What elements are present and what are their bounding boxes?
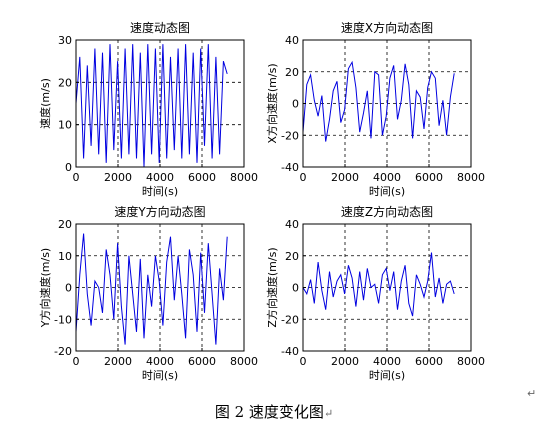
y-tick-label: -20 xyxy=(54,345,72,358)
chart-title: 速度Z方向动态图 xyxy=(341,204,433,219)
y-tick-label: 20 xyxy=(58,76,72,89)
x-axis-label: 时间(s) xyxy=(369,185,405,198)
x-tick-label: 0 xyxy=(73,171,80,184)
y-tick-label: -40 xyxy=(281,161,299,174)
x-axis-label: 时间(s) xyxy=(369,369,405,382)
figure-caption: 图 2 速度变化图↵ xyxy=(0,401,548,422)
y-tick-label: -10 xyxy=(54,313,72,326)
chart-panel-2: 0 2000 4000 6000 8000 -40 -20 0 20 40 速度X方向动态图时间(s… xyxy=(265,20,485,198)
y-tick-label: 0 xyxy=(65,161,72,174)
y-tick-label: -20 xyxy=(281,313,299,326)
y-axis-label: Z方向速度(m/s) xyxy=(265,247,279,327)
chart-panel-4: 0 2000 4000 6000 8000 -40 -20 0 20 40 速度Z方向动态图时间(s… xyxy=(265,204,485,382)
series-line-1 xyxy=(302,252,455,317)
x-tick-label: 4000 xyxy=(146,355,174,368)
x-tick-label: 6000 xyxy=(188,171,216,184)
caption-mark: ↵ xyxy=(323,407,334,420)
y-axis-label: Y方向速度(m/s) xyxy=(38,248,52,328)
end-mark: ↵ xyxy=(527,387,537,400)
chart-title: 速度X方向动态图 xyxy=(341,20,433,35)
caption-text: 图 2 速度变化图 xyxy=(214,403,324,421)
x-tick-label: 2000 xyxy=(104,355,132,368)
x-tick-label: 4000 xyxy=(146,171,174,184)
x-tick-label: 2000 xyxy=(331,355,359,368)
y-tick-label: 10 xyxy=(58,119,72,132)
x-tick-label: 0 xyxy=(73,355,80,368)
y-tick-label: 10 xyxy=(58,250,72,263)
y-tick-label: 20 xyxy=(285,66,299,79)
series-line-1 xyxy=(75,44,228,168)
x-tick-label: 0 xyxy=(300,355,307,368)
y-tick-label: 0 xyxy=(65,282,72,295)
x-tick-label: 6000 xyxy=(188,355,216,368)
chart-title: 速度Y方向动态图 xyxy=(114,204,205,219)
y-tick-label: 20 xyxy=(285,250,299,263)
x-axis-label: 时间(s) xyxy=(142,369,178,382)
y-axis-label: X方向速度(m/s) xyxy=(265,63,279,143)
x-axis-label: 时间(s) xyxy=(142,185,178,198)
x-tick-label: 8000 xyxy=(230,355,258,368)
chart-title: 速度动态图 xyxy=(130,20,190,35)
x-tick-label: 8000 xyxy=(457,171,485,184)
y-tick-label: 0 xyxy=(292,282,299,295)
y-tick-label: 0 xyxy=(292,98,299,111)
series-line-1 xyxy=(75,233,228,345)
x-tick-label: 8000 xyxy=(457,355,485,368)
y-tick-label: -40 xyxy=(281,345,299,358)
x-tick-label: 2000 xyxy=(104,171,132,184)
x-tick-label: 8000 xyxy=(230,171,258,184)
chart-panel-3: 0 2000 4000 6000 8000 -20 -10 0 10 20 速度Y方向动态图时间(s… xyxy=(38,204,258,382)
y-tick-label: -20 xyxy=(281,129,299,142)
x-tick-label: 0 xyxy=(300,171,307,184)
x-tick-label: 2000 xyxy=(331,171,359,184)
y-tick-label: 40 xyxy=(285,34,299,47)
y-axis-label: 速度(m/s) xyxy=(38,78,52,129)
x-tick-label: 4000 xyxy=(373,355,401,368)
x-tick-label: 6000 xyxy=(415,171,443,184)
y-tick-label: 40 xyxy=(285,218,299,231)
y-tick-label: 30 xyxy=(58,34,72,47)
series-line-1 xyxy=(302,60,455,142)
y-tick-label: 20 xyxy=(58,218,72,231)
x-tick-label: 4000 xyxy=(373,171,401,184)
x-tick-label: 6000 xyxy=(415,355,443,368)
